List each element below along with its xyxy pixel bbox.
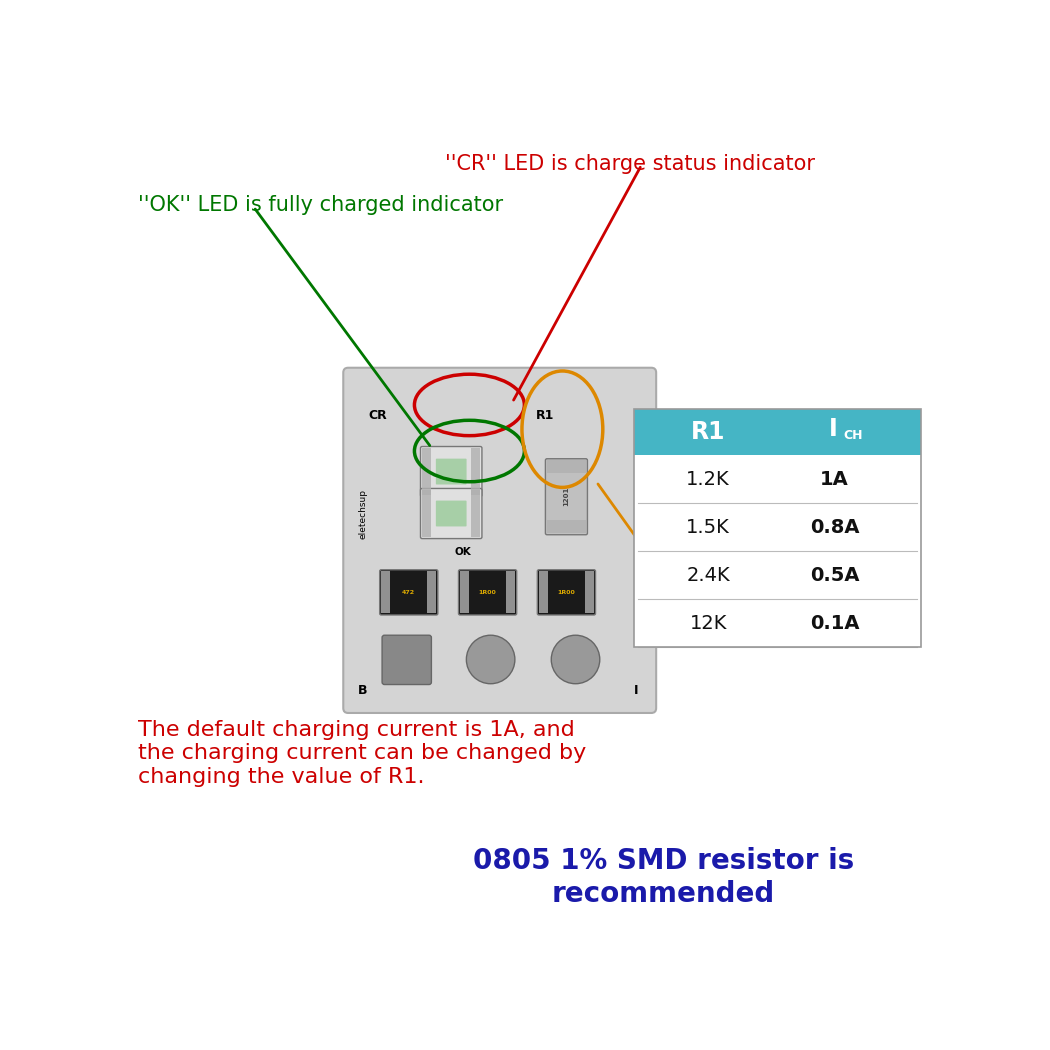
FancyBboxPatch shape [585,571,594,613]
FancyBboxPatch shape [427,571,436,613]
FancyBboxPatch shape [460,571,469,613]
Text: I: I [828,417,838,441]
Text: B: B [358,684,367,696]
Text: 1R00: 1R00 [558,590,575,595]
Text: ICH=1200/R1: ICH=1200/R1 [631,567,919,605]
FancyBboxPatch shape [422,490,432,537]
Text: 1.5K: 1.5K [687,518,730,537]
Text: ''CR'' LED is charge status indicator: ''CR'' LED is charge status indicator [445,154,815,174]
Text: CH: CH [843,429,863,442]
FancyBboxPatch shape [538,570,595,615]
Text: R1: R1 [691,420,726,444]
Text: 0.1A: 0.1A [810,614,859,633]
Text: 1R00: 1R00 [479,590,497,595]
Text: 1A: 1A [820,470,848,489]
FancyBboxPatch shape [459,570,517,615]
FancyBboxPatch shape [633,410,921,456]
FancyBboxPatch shape [633,456,921,504]
Text: eletechsup: eletechsup [358,488,367,539]
Text: 1201: 1201 [564,487,569,506]
Text: 2.4K: 2.4K [687,566,730,585]
Text: DD08CRMB: DD08CRMB [632,521,642,573]
Text: OK: OK [455,547,471,558]
FancyBboxPatch shape [545,459,587,534]
FancyBboxPatch shape [380,570,438,615]
FancyBboxPatch shape [420,488,482,539]
FancyBboxPatch shape [633,504,921,551]
FancyBboxPatch shape [547,460,586,474]
Text: 1.2K: 1.2K [687,470,730,489]
FancyBboxPatch shape [633,410,921,648]
FancyBboxPatch shape [633,600,921,648]
FancyBboxPatch shape [547,520,586,533]
Circle shape [466,635,514,684]
Text: ''OK'' LED is fully charged indicator: ''OK'' LED is fully charged indicator [138,194,503,214]
Text: R1: R1 [537,410,554,422]
FancyBboxPatch shape [471,490,480,537]
FancyBboxPatch shape [422,448,432,495]
FancyBboxPatch shape [436,459,466,484]
Text: 0.8A: 0.8A [810,518,859,537]
FancyBboxPatch shape [471,448,480,495]
FancyBboxPatch shape [539,571,548,613]
Text: CR: CR [369,410,387,422]
FancyBboxPatch shape [343,368,656,713]
Circle shape [551,635,600,684]
Text: I: I [633,684,638,696]
Text: 0.5A: 0.5A [810,566,859,585]
Text: The default charging current is 1A, and
the charging current can be changed by
c: The default charging current is 1A, and … [138,720,586,786]
FancyBboxPatch shape [382,635,432,685]
FancyBboxPatch shape [436,501,466,526]
FancyBboxPatch shape [506,571,516,613]
FancyBboxPatch shape [633,551,921,600]
FancyBboxPatch shape [381,571,390,613]
Text: 12K: 12K [690,614,727,633]
Text: 0805 1% SMD resistor is
recommended: 0805 1% SMD resistor is recommended [472,847,854,907]
Text: 472: 472 [402,590,416,595]
FancyBboxPatch shape [420,446,482,497]
